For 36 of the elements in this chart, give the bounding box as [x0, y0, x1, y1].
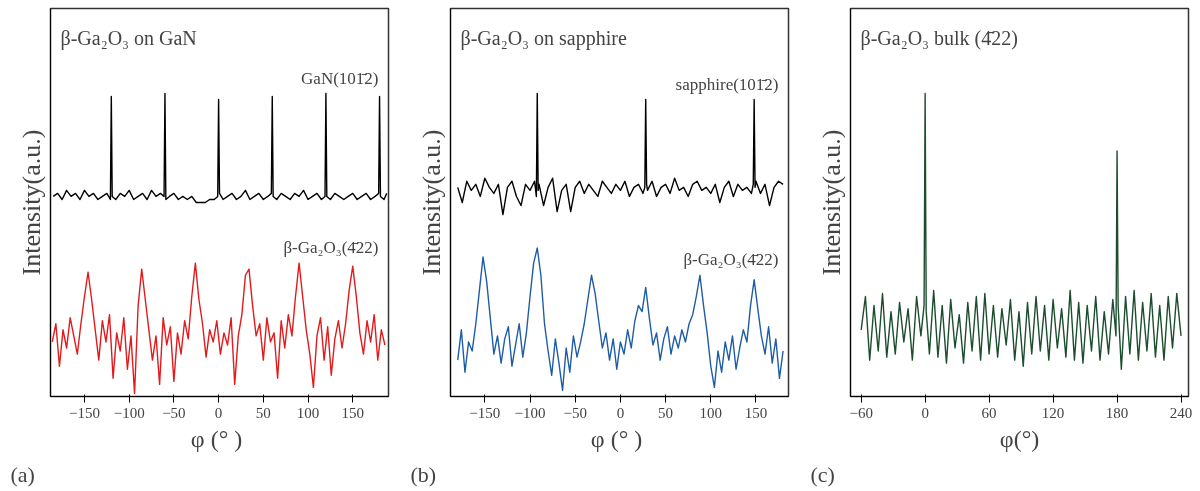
- x-tick-label: −150: [469, 404, 501, 421]
- series-label: β-Ga₂O₃(4̄22): [683, 250, 779, 270]
- x-tick-label: 240: [1169, 404, 1193, 421]
- text: (c): [810, 461, 835, 487]
- x-tick-label: −150: [69, 404, 100, 421]
- x-tick-label: 60: [981, 404, 997, 421]
- x-tick-label: 0: [214, 404, 223, 421]
- x-tick-label: 50: [658, 404, 674, 421]
- text: (b): [410, 461, 437, 487]
- x-tick-label: 100: [296, 404, 320, 421]
- series-label: β-Ga₂O₃(4̄22): [283, 238, 379, 258]
- x-tick-label: −50: [563, 404, 587, 421]
- x-tick-label: −100: [113, 404, 145, 421]
- x-axis-title: φ (° ): [590, 425, 643, 452]
- series-label: GaN(101̄2): [301, 68, 379, 88]
- series-label: sapphire(101̄2): [675, 74, 779, 94]
- x-axis-title: φ (° ): [190, 425, 243, 452]
- chart-title: β-Ga₂O₃ on sapphire: [460, 26, 627, 50]
- y-axis-title: Intensity(a.u.): [816, 129, 846, 276]
- x-tick-label: 150: [341, 404, 364, 421]
- x-axis-title: φ(°): [999, 425, 1040, 452]
- x-tick-label: 0: [616, 404, 625, 421]
- y-axis-title: Intensity(a.u.): [416, 129, 446, 276]
- y-axis-title: Intensity(a.u.): [16, 129, 46, 276]
- x-tick-label: 0: [921, 404, 929, 421]
- chart-title: β-Ga₂O₃ on GaN: [60, 26, 197, 50]
- x-tick-label: 50: [255, 404, 271, 421]
- x-tick-label: −100: [514, 404, 546, 421]
- x-tick-label: 180: [1105, 404, 1129, 421]
- x-tick-label: 150: [744, 404, 768, 421]
- x-tick-label: 120: [1041, 404, 1065, 421]
- x-tick-label: 100: [699, 404, 723, 421]
- text: (a): [10, 461, 35, 487]
- x-tick-label: −50: [162, 404, 186, 421]
- x-tick-label: −60: [849, 404, 873, 421]
- chart-title: β-Ga₂O₃ bulk (4̄22): [860, 26, 1018, 50]
